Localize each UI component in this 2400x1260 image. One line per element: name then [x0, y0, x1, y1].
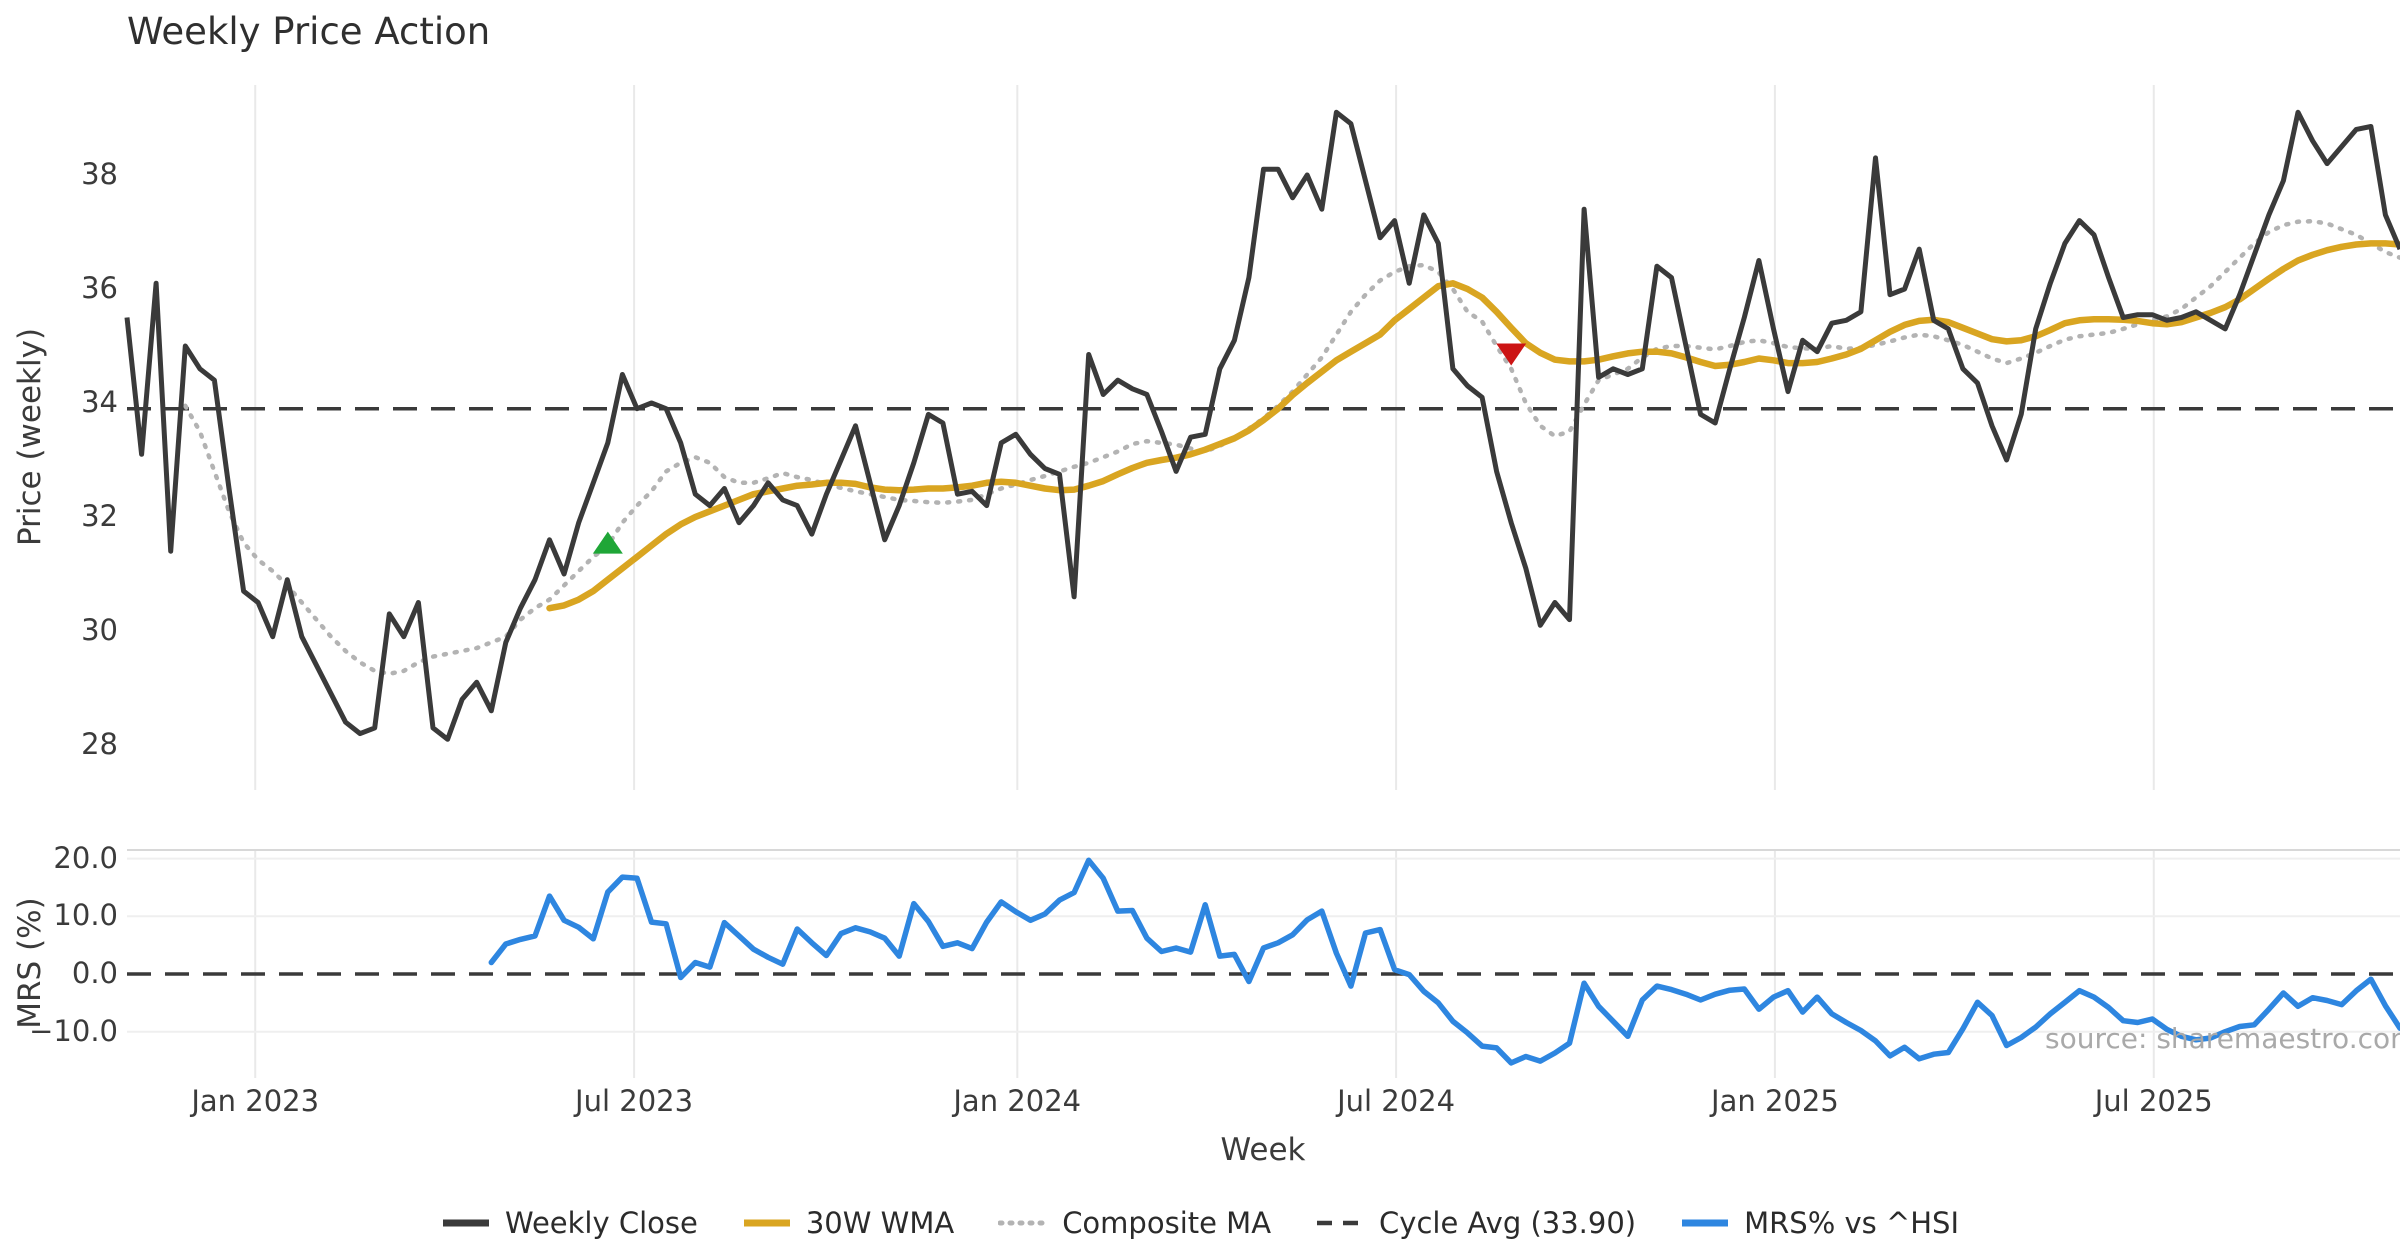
legend-swatch-solid-gold: [743, 1219, 790, 1227]
source-watermark: source: sharemaestro.com: [2045, 1022, 2400, 1055]
main-y-tick-label: 36: [81, 271, 118, 305]
series-mrs-vs-hsi: [488, 857, 2400, 1066]
legend-item-mrs-vs-hsi: MRS% vs ^HSI: [1680, 1206, 1959, 1240]
lower-y-tick-label: 20.0: [53, 840, 118, 875]
main-y-tick-label: 28: [81, 727, 118, 761]
x-tick-label: Jan 2025: [1711, 1084, 1839, 1118]
legend-label: Weekly Close: [504, 1206, 698, 1240]
lower-y-tick-label: 10.0: [53, 898, 118, 933]
legend-label: 30W WMA: [805, 1206, 955, 1240]
x-tick-label: Jan 2024: [953, 1084, 1082, 1118]
legend-label: Cycle Avg (33.90): [1379, 1206, 1637, 1240]
legend-swatch-solid-dark: [442, 1219, 489, 1227]
legend-item-composite-ma: Composite MA: [998, 1206, 1271, 1240]
x-tick-label: Jan 2023: [191, 1084, 320, 1118]
legend-label: MRS% vs ^HSI: [1744, 1206, 1960, 1240]
lower-y-tick-label: −10.0: [29, 1013, 118, 1048]
legend-swatch-solid-blue: [1682, 1219, 1729, 1227]
legend-label: Composite MA: [1062, 1206, 1272, 1240]
main-y-tick-label: 32: [81, 499, 118, 533]
legend: Weekly Close 30W WMA Composite MA Cycle Avg…: [0, 1206, 2400, 1240]
x-tick-label: Jul 2024: [1337, 1084, 1456, 1118]
legend-item-cycle-avg-33-90-: Cycle Avg (33.90): [1315, 1206, 1636, 1240]
buy-triangle-up-icon: [592, 531, 623, 554]
main-y-tick-label: 34: [81, 385, 118, 419]
series-composite-ma: [183, 218, 2400, 677]
main-y-tick-label: 38: [81, 157, 118, 191]
sell-triangle-down-icon: [1496, 343, 1527, 366]
main-y-tick-label: 30: [81, 613, 118, 647]
chart-title: Weekly Price Action: [127, 10, 491, 53]
series-30w-wma: [546, 240, 2400, 612]
x-axis-label: Week: [1220, 1132, 1306, 1168]
x-tick-label: Jul 2023: [575, 1084, 694, 1118]
lower-y-tick-label: 0.0: [71, 956, 118, 990]
legend-swatch-dotted-gray: [998, 1220, 1049, 1226]
series-weekly-close: [124, 109, 2400, 742]
legend-item-30w-wma: 30W WMA: [742, 1206, 954, 1240]
legend-item-weekly-close: Weekly Close: [441, 1206, 698, 1240]
legend-swatch-dashed-dark: [1317, 1220, 1364, 1226]
x-tick-label: Jul 2025: [2094, 1084, 2213, 1118]
